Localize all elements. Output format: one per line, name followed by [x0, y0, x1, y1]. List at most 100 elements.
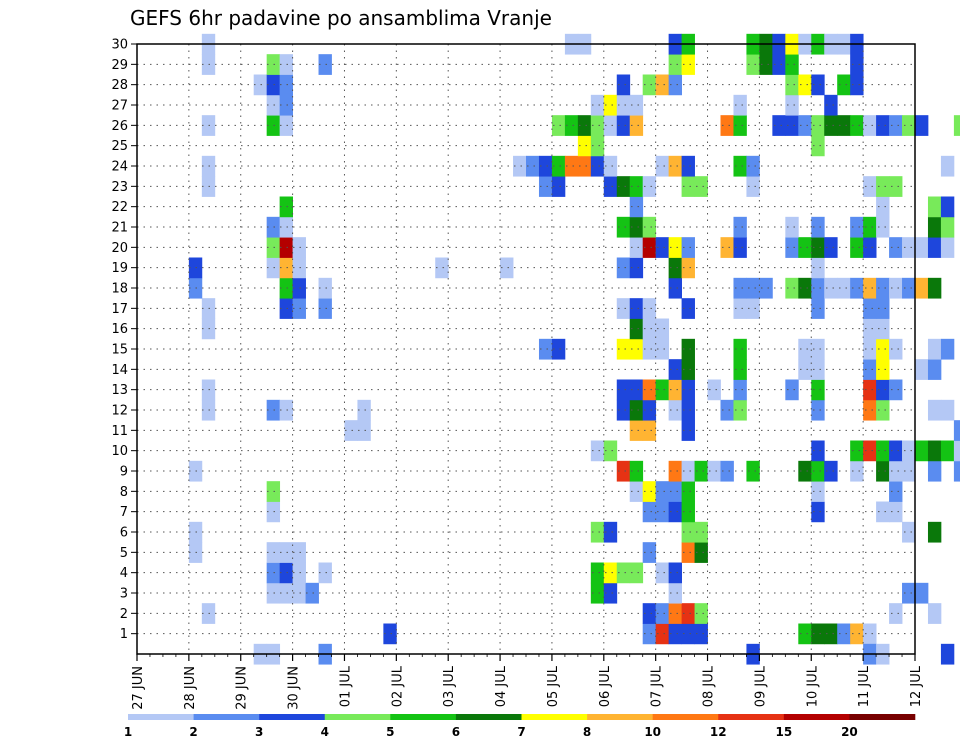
precip-cell	[642, 501, 657, 523]
precip-cell	[863, 298, 877, 319]
precip-cell	[746, 460, 760, 482]
y-tick-label: 29	[111, 58, 128, 73]
precip-cell	[733, 216, 747, 238]
precip-cell	[876, 196, 890, 218]
precip-cell	[811, 257, 825, 279]
precip-cell	[863, 338, 877, 360]
precip-cell	[616, 399, 631, 421]
precip-cell	[629, 216, 644, 238]
precip-cell	[876, 501, 890, 523]
y-tick-label: 2	[120, 607, 128, 622]
precip-cell	[538, 155, 553, 177]
precip-cell	[616, 379, 631, 401]
precip-cell	[668, 257, 682, 279]
x-tick-label: 30 JUN	[287, 666, 302, 710]
y-tick-label: 26	[111, 119, 128, 134]
precip-cell	[785, 277, 799, 299]
precip-cell	[292, 257, 306, 279]
precip-cell	[720, 460, 734, 482]
precip-cell	[694, 521, 708, 543]
precip-cell	[266, 216, 281, 238]
precip-cell	[681, 54, 695, 75]
precip-cell	[681, 460, 695, 482]
precip-cell	[785, 94, 799, 116]
precip-cell	[863, 440, 877, 462]
precip-cell	[642, 216, 657, 238]
legend-swatch	[783, 714, 850, 720]
precip-cell	[940, 216, 955, 238]
precip-cell	[759, 277, 773, 299]
precip-cell	[616, 176, 631, 197]
precip-cell	[927, 237, 942, 258]
precip-cell	[616, 338, 631, 360]
precip-cell	[902, 521, 916, 543]
precip-cell	[785, 115, 799, 136]
precip-cell	[746, 298, 760, 319]
precip-cell	[915, 440, 929, 462]
precip-cell	[850, 237, 864, 258]
precip-cell	[642, 379, 657, 401]
precip-cell	[681, 338, 695, 360]
precip-cell	[902, 277, 916, 299]
precip-cell	[681, 399, 695, 421]
precip-cell	[435, 257, 449, 279]
precip-cell	[642, 338, 657, 360]
precip-cell	[953, 440, 960, 462]
precip-cell	[668, 399, 682, 421]
y-axis: 1234567891011121314151617181920212223242…	[111, 38, 137, 642]
precip-cell	[902, 440, 916, 462]
precip-cells	[188, 33, 960, 665]
precip-cell	[318, 54, 332, 75]
precip-cell	[318, 562, 332, 584]
precip-cell	[603, 521, 618, 543]
precip-cell	[266, 399, 281, 421]
precip-cell	[798, 277, 812, 299]
precip-cell	[876, 277, 890, 299]
precip-cell	[927, 603, 942, 624]
precip-cell	[889, 277, 903, 299]
precip-cell	[902, 582, 916, 604]
y-tick-label: 5	[120, 546, 128, 561]
precip-cell	[759, 54, 773, 75]
precip-cell	[551, 155, 566, 177]
precip-cell	[279, 277, 293, 299]
precip-cell	[603, 155, 618, 177]
precip-cell	[681, 379, 695, 401]
precip-cell	[279, 115, 293, 136]
precip-cell	[577, 115, 592, 136]
x-tick-label: 08 JUL	[702, 665, 717, 707]
precip-cell	[564, 115, 579, 136]
precip-cell	[746, 176, 760, 197]
precip-cell	[915, 277, 929, 299]
legend-label: 20	[841, 725, 858, 739]
precip-cell	[824, 277, 838, 299]
precip-cell	[266, 481, 281, 502]
precip-cell	[850, 277, 864, 299]
precip-cell	[266, 542, 281, 563]
precip-cell	[798, 338, 812, 360]
precip-cell	[629, 237, 644, 258]
precip-cell	[500, 257, 514, 279]
precip-cell	[668, 501, 682, 523]
precip-cell	[629, 420, 644, 441]
x-tick-label: 10 JUL	[805, 665, 820, 707]
precip-cell	[889, 460, 903, 482]
precip-cell	[266, 54, 281, 75]
precip-cell	[889, 176, 903, 197]
precip-cell	[603, 115, 618, 136]
precip-cell	[279, 257, 293, 279]
x-tick-label: 28 JUN	[183, 666, 198, 710]
precip-cell	[889, 481, 903, 502]
precip-cell	[629, 176, 644, 197]
y-tick-label: 11	[111, 424, 128, 439]
color-legend: 1 2 3 4 5 6 7 8 10 12 15 20	[124, 714, 916, 739]
precip-cell	[889, 501, 903, 523]
precip-cell	[655, 155, 670, 177]
precip-cell	[266, 582, 281, 604]
precip-cell	[279, 196, 293, 218]
precip-cell	[876, 460, 890, 482]
precip-cell	[940, 440, 955, 462]
precip-cell	[357, 399, 371, 421]
precip-cell	[681, 603, 695, 624]
precip-cell	[707, 460, 721, 482]
